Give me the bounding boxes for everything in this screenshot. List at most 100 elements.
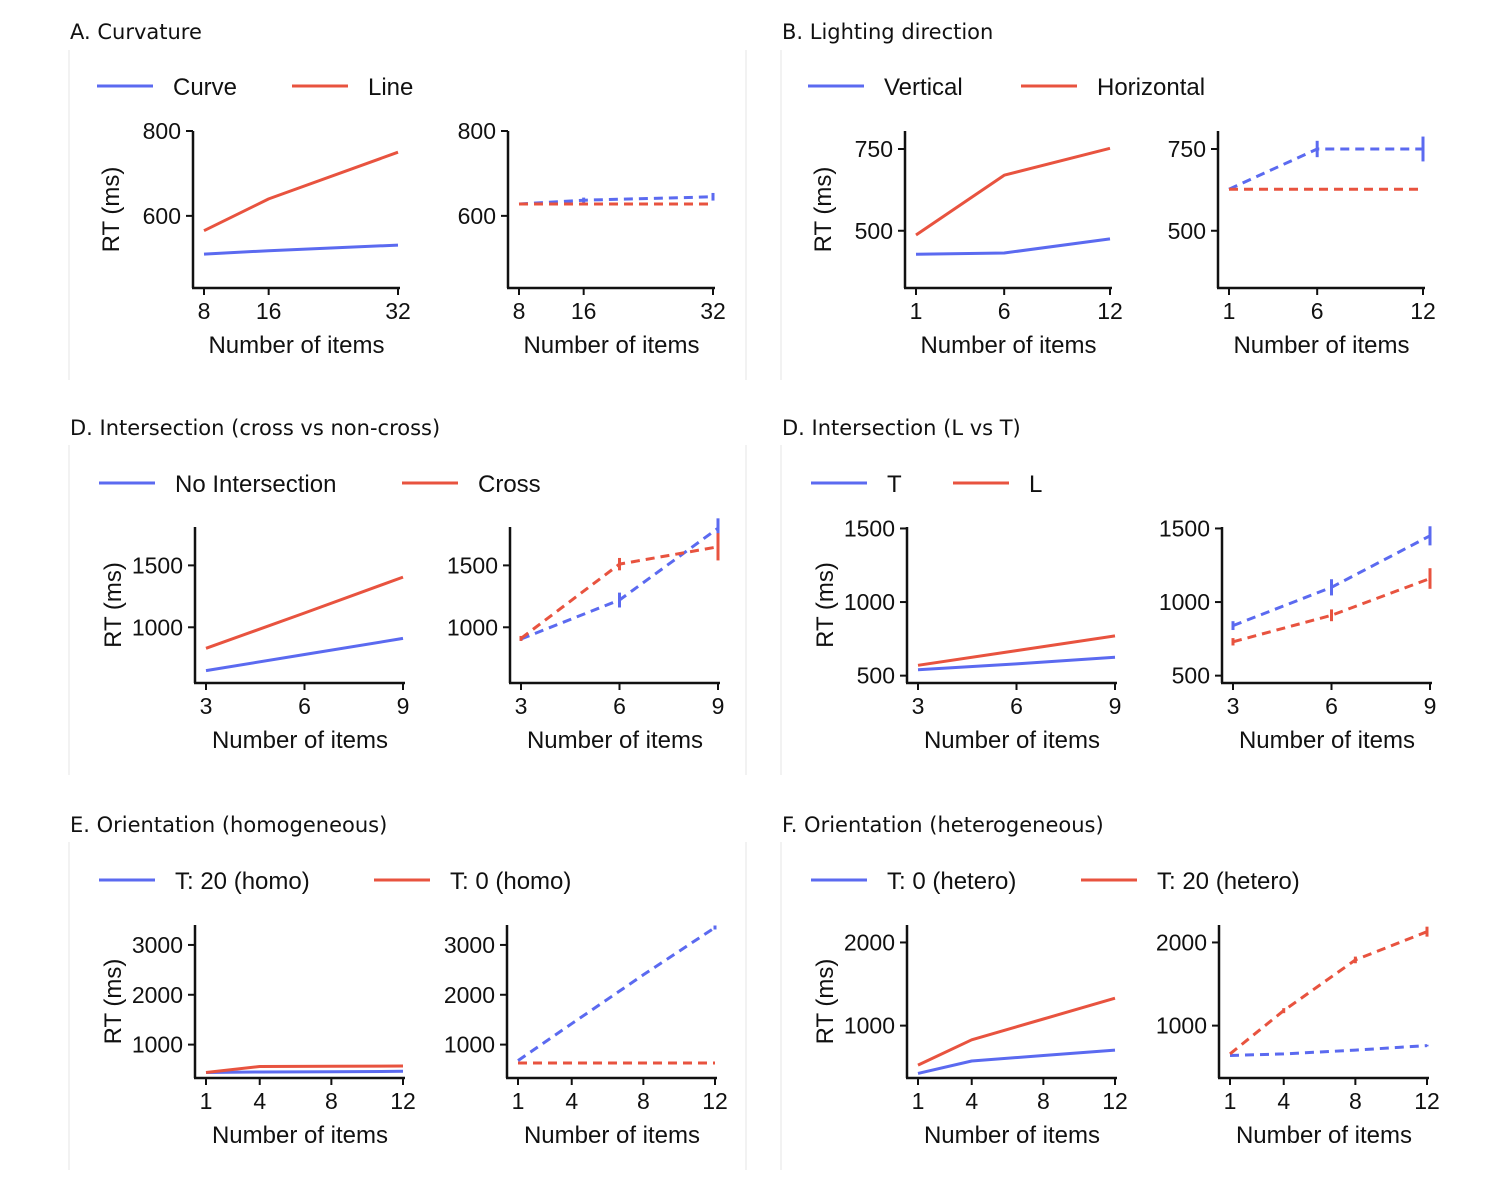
y-tick-label: 1500 xyxy=(1159,515,1210,541)
series-line-blue xyxy=(1229,1044,1428,1057)
panel-title: F. Orientation (heterogeneous) xyxy=(782,813,1104,837)
x-axis-label: Number of items xyxy=(924,1122,1100,1149)
x-tick-label: 32 xyxy=(700,298,726,324)
legend-label: Vertical xyxy=(884,74,963,101)
series-line-blue xyxy=(917,655,1116,672)
legend-label: T: 0 (homo) xyxy=(450,868,571,895)
y-tick-label: 500 xyxy=(855,218,893,244)
x-axis-label: Number of items xyxy=(523,332,699,359)
x-tick-label: 16 xyxy=(256,298,282,324)
x-axis-label: Number of items xyxy=(527,727,703,754)
legend-label: T: 20 (hetero) xyxy=(1157,868,1300,895)
y-tick-label: 1000 xyxy=(1156,1013,1207,1039)
subplot-dashed: 500 1000 1500 3 6 9 Number of items xyxy=(1159,515,1437,754)
x-tick-label: 1 xyxy=(512,1088,525,1114)
y-tick-label: 2000 xyxy=(844,929,895,955)
legend-label: T: 0 (hetero) xyxy=(887,868,1016,895)
x-tick-label: 8 xyxy=(637,1088,650,1114)
series-line-red xyxy=(917,634,1116,667)
y-tick-label: 800 xyxy=(458,118,496,144)
x-tick-label: 9 xyxy=(397,693,410,719)
series-line-red xyxy=(205,575,404,650)
x-tick-label: 3 xyxy=(200,693,213,719)
x-tick-label: 4 xyxy=(1277,1088,1290,1114)
y-tick-label: 2000 xyxy=(1156,929,1207,955)
series-line-red xyxy=(917,996,1116,1067)
legend-label: Line xyxy=(368,74,413,101)
y-tick-label: 1000 xyxy=(132,614,183,640)
x-tick-label: 1 xyxy=(200,1088,213,1114)
y-tick-label: 1000 xyxy=(132,1032,183,1058)
x-tick-label: 4 xyxy=(965,1088,978,1114)
y-tick-label: 1500 xyxy=(844,515,895,541)
x-tick-label: 12 xyxy=(1102,1088,1128,1114)
subplot-solid: 500 1000 1500 3 6 9 Number of items RT (ms) xyxy=(812,515,1121,754)
y-tick-label: 2000 xyxy=(132,982,183,1008)
x-axis-label: Number of items xyxy=(212,1122,388,1149)
y-axis-label: RT (ms) xyxy=(98,167,125,253)
x-axis-label: Number of items xyxy=(208,332,384,359)
x-tick-label: 9 xyxy=(1424,693,1437,719)
panel-D: D. Intersection (L vs T) T L 500 1000 1500 3 6 9… xyxy=(782,416,1436,754)
y-tick-label: 3000 xyxy=(444,932,495,958)
series-line-blue xyxy=(203,243,399,256)
x-tick-label: 8 xyxy=(325,1088,338,1114)
x-tick-label: 6 xyxy=(1325,693,1338,719)
x-axis-label: Number of items xyxy=(1236,1122,1412,1149)
x-tick-label: 32 xyxy=(385,298,411,324)
x-tick-label: 12 xyxy=(702,1088,728,1114)
y-tick-label: 1000 xyxy=(447,614,498,640)
x-tick-label: 12 xyxy=(390,1088,416,1114)
x-tick-label: 6 xyxy=(1010,693,1023,719)
y-tick-label: 1000 xyxy=(444,1032,495,1058)
x-tick-label: 4 xyxy=(565,1088,578,1114)
x-tick-label: 16 xyxy=(571,298,597,324)
x-tick-label: 4 xyxy=(253,1088,266,1114)
y-axis-label: RT (ms) xyxy=(100,562,127,648)
y-tick-label: 3000 xyxy=(132,932,183,958)
x-axis-label: Number of items xyxy=(524,1122,700,1149)
y-tick-label: 1000 xyxy=(1159,589,1210,615)
x-tick-label: 12 xyxy=(1410,298,1436,324)
panel-title: E. Orientation (homogeneous) xyxy=(70,813,387,837)
legend-label: No Intersection xyxy=(175,471,336,498)
y-tick-label: 750 xyxy=(1168,136,1206,162)
x-tick-label: 6 xyxy=(613,693,626,719)
panel-title: B. Lighting direction xyxy=(782,20,993,44)
legend-label: L xyxy=(1029,471,1042,498)
y-axis-label: RT (ms) xyxy=(100,959,127,1045)
x-tick-label: 1 xyxy=(1224,1088,1237,1114)
x-tick-label: 12 xyxy=(1414,1088,1440,1114)
y-tick-label: 500 xyxy=(1168,218,1206,244)
x-tick-label: 3 xyxy=(1227,693,1240,719)
x-tick-label: 3 xyxy=(912,693,925,719)
x-tick-label: 8 xyxy=(1037,1088,1050,1114)
subplot-dashed: 1000 1500 3 6 9 Number of items xyxy=(447,518,725,754)
x-tick-label: 6 xyxy=(298,693,311,719)
panel-F: F. Orientation (heterogeneous) T: 0 (hete… xyxy=(782,813,1440,1149)
series-line-blue xyxy=(915,237,1111,256)
panel-title: D. Intersection (cross vs non-cross) xyxy=(70,416,440,440)
y-tick-label: 750 xyxy=(855,136,893,162)
series-line-blue xyxy=(517,926,716,1062)
legend-label: T xyxy=(887,471,902,498)
series-line-blue xyxy=(205,636,404,673)
y-tick-label: 1000 xyxy=(844,1013,895,1039)
y-axis-label: RT (ms) xyxy=(812,562,839,648)
x-tick-label: 1 xyxy=(910,298,923,324)
panel-E: E. Orientation (homogeneous) T: 20 (homo)… xyxy=(70,813,728,1149)
y-tick-label: 600 xyxy=(143,203,181,229)
y-tick-label: 500 xyxy=(1172,663,1210,689)
panel-title: D. Intersection (L vs T) xyxy=(782,416,1021,440)
x-axis-label: Number of items xyxy=(212,727,388,754)
x-axis-label: Number of items xyxy=(920,332,1096,359)
x-tick-label: 6 xyxy=(1311,298,1324,324)
x-tick-label: 9 xyxy=(712,693,725,719)
